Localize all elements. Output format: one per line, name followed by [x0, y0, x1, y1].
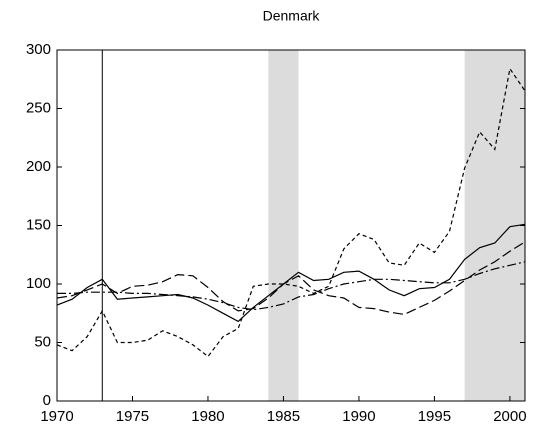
- x-tick-label: 1995: [418, 408, 451, 425]
- y-tick-label: 300: [26, 41, 51, 58]
- y-tick-label: 250: [26, 99, 51, 116]
- x-tick-label: 1970: [40, 408, 73, 425]
- series-line: [56, 241, 526, 316]
- chart-title: Denmark: [263, 8, 321, 24]
- shaded-period: [268, 50, 299, 401]
- x-tick-label: 1990: [342, 408, 375, 425]
- series-line: [56, 67, 526, 358]
- y-tick-label: 150: [26, 216, 51, 233]
- plot-frame: [56, 49, 526, 402]
- x-tick-label: 1975: [116, 408, 149, 425]
- y-tick-label: 100: [26, 275, 51, 292]
- x-tick-label: 1980: [191, 408, 224, 425]
- series-line: [56, 223, 526, 323]
- x-tick-label: 2000: [493, 408, 526, 425]
- y-tick-label: 0: [43, 392, 51, 409]
- series-line: [57, 261, 526, 311]
- y-tick-label: 200: [26, 158, 51, 175]
- y-tick-label: 50: [34, 333, 51, 350]
- x-tick-label: 1985: [267, 408, 300, 425]
